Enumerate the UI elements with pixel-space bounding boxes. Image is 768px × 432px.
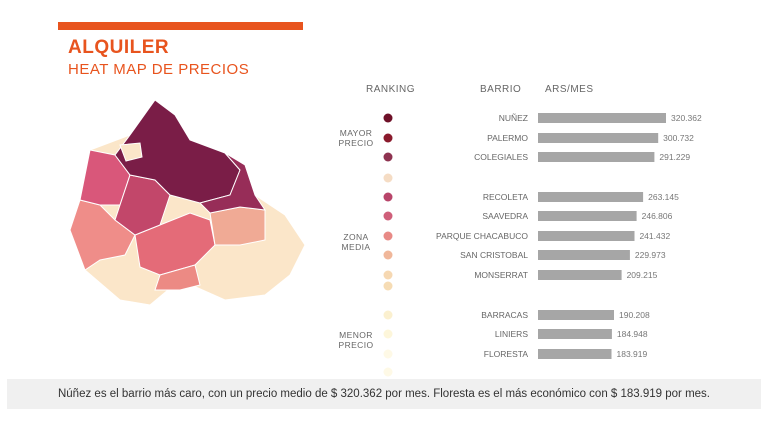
map-region-northeast [199,152,267,214]
ranking-header: RANKING [366,84,416,95]
price-bar [538,133,659,143]
ranking-dot-spacer [383,173,393,183]
barrio-label: RECOLETA [483,192,529,202]
price-value-label: 291.229 [659,152,690,162]
ranking-dot [383,349,393,359]
price-value-label: 229.973 [635,250,666,260]
map-region-southwest [154,264,201,291]
price-bar [538,113,666,123]
price-bar [538,310,614,320]
page-subtitle: HEAT MAP DE PRECIOS [68,61,250,78]
zone-label-high: MAYOR PRECIO [338,128,374,148]
price-value-label: 300.732 [663,133,694,143]
price-value-label: 246.806 [642,211,673,221]
price-value-label: 183.919 [616,349,647,359]
ranking-dot [383,152,393,162]
price-value-label: 190.208 [619,310,650,320]
barrio-label: PALERMO [487,133,528,143]
price-value-label: 209.215 [627,270,658,280]
ranking-dot [383,329,393,339]
accent-bar [58,22,303,30]
ranking-dot [383,250,393,260]
price-bar [538,349,612,359]
ranking-dot-spacer [383,281,393,291]
ranking-dot [383,310,393,320]
page-title: ALQUILER [68,37,170,58]
barrio-label: BARRACAS [481,310,528,320]
price-bar [538,192,644,202]
price-bar [538,231,635,241]
ranking-dot [383,231,393,241]
price-value-label: 320.362 [671,113,702,123]
map-region-park [119,142,143,162]
ranking-dot [383,270,393,280]
ranking-dot [383,211,393,221]
barrio-label: LINIERS [495,329,528,339]
price-value-label: 241.432 [639,231,670,241]
barrio-label: FLORESTA [484,349,529,359]
ranking-dot [383,192,393,202]
price-bar [538,250,630,260]
price-bar [538,329,612,339]
barrio-label: SAAVEDRA [482,211,528,221]
barrio-label: MONSERRAT [474,270,528,280]
barrio-label: PARQUE CHACABUCO [436,231,528,241]
price-value-label: 263.145 [648,192,679,202]
barrio-label: NUÑEZ [499,113,528,123]
zone-label-low: MENOR PRECIO [338,330,374,350]
barrio-label: COLEGIALES [474,152,528,162]
barrio-header: BARRIO [480,84,522,95]
ranking-dot-spacer [383,367,393,377]
city-heat-map [69,99,306,306]
price-value-label: 184.948 [617,329,648,339]
unit-header: ARS/MES [545,84,594,95]
zone-label-mid: ZONA MEDIA [341,232,371,252]
price-bar [538,211,637,221]
price-bar [538,152,655,162]
ranking-dot [383,133,393,143]
price-bar [538,270,622,280]
summary-footer: Núñez es el barrio más caro, con un prec… [7,379,761,409]
barrio-label: SAN CRISTOBAL [460,250,528,260]
ranking-dot [383,113,393,123]
